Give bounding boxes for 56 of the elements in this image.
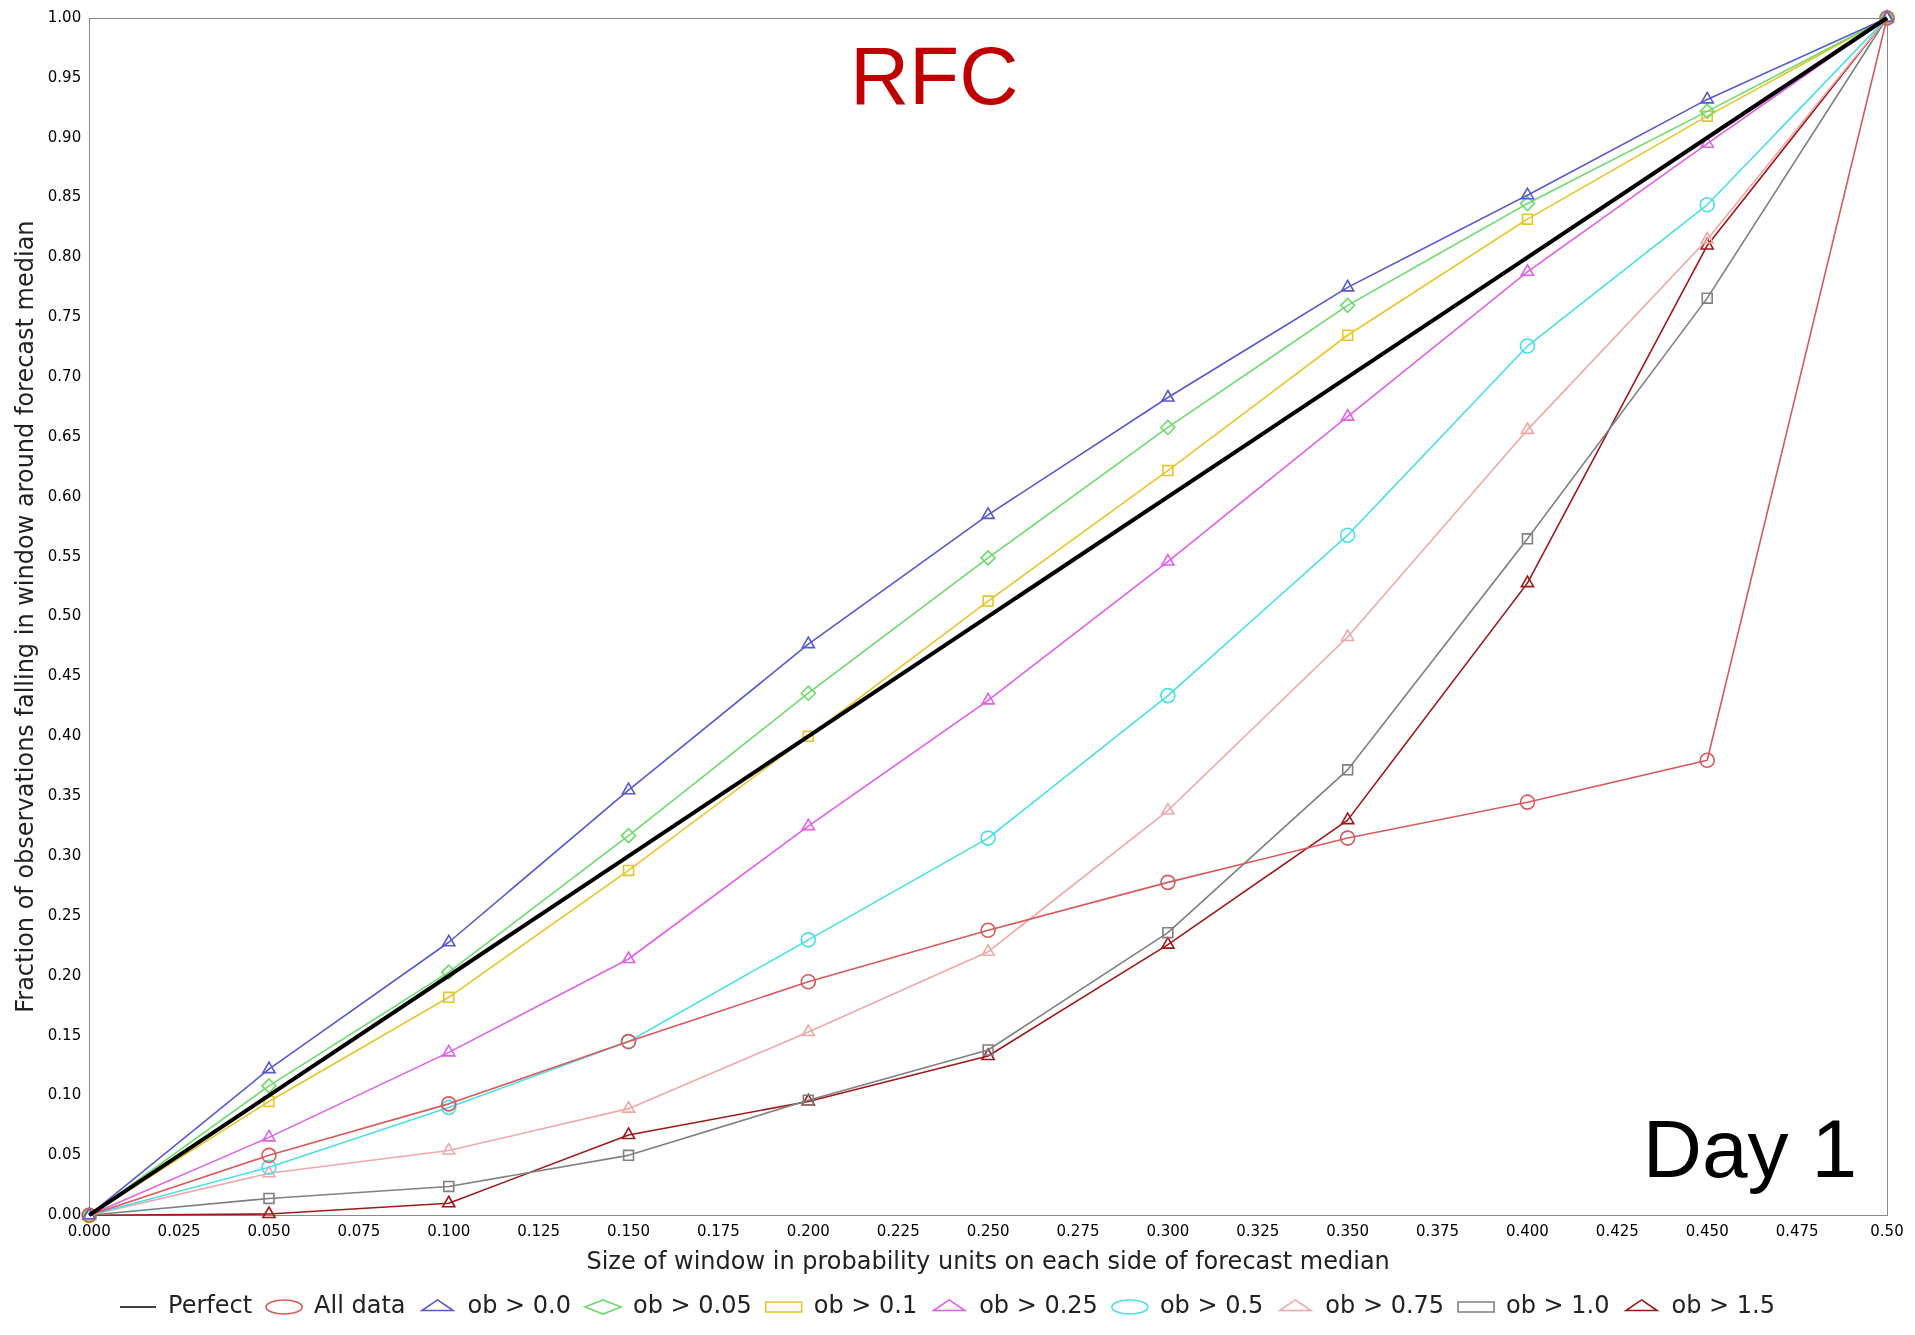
y-tick-label: 0.40 bbox=[47, 726, 82, 745]
y-tick-label: 0.95 bbox=[47, 67, 82, 86]
x-tick-label: 0.400 bbox=[1505, 1222, 1549, 1241]
y-tick-label: 0.20 bbox=[47, 965, 82, 984]
x-tick-label: 0.275 bbox=[1056, 1222, 1100, 1241]
annotation: Day 1 bbox=[1642, 1102, 1857, 1194]
y-tick-label: 0.30 bbox=[47, 845, 82, 864]
x-tick-label: 0.350 bbox=[1326, 1222, 1370, 1241]
y-tick-label: 0.60 bbox=[47, 486, 82, 505]
y-tick-label: 0.00 bbox=[47, 1205, 82, 1224]
x-tick-label: 0.175 bbox=[696, 1222, 740, 1241]
y-tick-label: 0.10 bbox=[47, 1085, 82, 1104]
x-tick-label: 0.425 bbox=[1595, 1222, 1639, 1241]
x-tick-label: 0.375 bbox=[1416, 1222, 1460, 1241]
y-axis-title: Fraction of observations falling in window around forecast median bbox=[10, 220, 39, 1013]
y-tick-label: 0.05 bbox=[47, 1145, 82, 1164]
legend-label: ob > 0.1 bbox=[813, 1291, 918, 1320]
y-tick-label: 0.70 bbox=[47, 367, 82, 386]
x-tick-label: 0.200 bbox=[786, 1222, 830, 1241]
x-tick-label: 0.025 bbox=[157, 1222, 201, 1241]
y-tick-label: 0.50 bbox=[47, 606, 82, 625]
legend-label: ob > 0.05 bbox=[632, 1291, 752, 1320]
y-tick-label: 0.75 bbox=[47, 307, 82, 326]
x-tick-label: 0.300 bbox=[1146, 1222, 1190, 1241]
legend-label: ob > 0.5 bbox=[1159, 1291, 1264, 1320]
legend-label: Perfect bbox=[168, 1291, 253, 1320]
y-tick-label: 0.80 bbox=[47, 247, 82, 266]
x-axis-title: Size of window in probability units on each side of forecast median bbox=[586, 1246, 1390, 1275]
x-tick-label: 0.250 bbox=[966, 1222, 1010, 1241]
y-tick-label: 0.35 bbox=[47, 786, 82, 805]
x-tick-label: 0.225 bbox=[876, 1222, 920, 1241]
y-tick-label: 0.25 bbox=[47, 905, 82, 924]
chart-title: RFC bbox=[849, 29, 1019, 121]
x-tick-label: 0.450 bbox=[1685, 1222, 1729, 1241]
y-tick-label: 0.65 bbox=[47, 426, 82, 445]
y-tick-label: 0.55 bbox=[47, 546, 82, 565]
x-tick-label: 0.125 bbox=[517, 1222, 561, 1241]
legend-label: All data bbox=[314, 1291, 406, 1320]
legend-label: ob > 0.75 bbox=[1325, 1291, 1445, 1320]
x-tick-label: 0.475 bbox=[1775, 1222, 1819, 1241]
legend-label: ob > 0.25 bbox=[979, 1291, 1098, 1320]
x-tick-label: 0.150 bbox=[607, 1222, 651, 1241]
x-tick-label: 0.050 bbox=[247, 1222, 291, 1241]
y-tick-label: 0.45 bbox=[47, 666, 82, 685]
y-tick-label: 1.00 bbox=[47, 7, 82, 26]
x-tick-label: 0.325 bbox=[1236, 1222, 1280, 1241]
x-tick-label: 0.100 bbox=[427, 1222, 471, 1241]
x-tick-label: 0.000 bbox=[67, 1222, 111, 1241]
legend-label: ob > 1.5 bbox=[1671, 1291, 1775, 1320]
y-tick-label: 0.90 bbox=[47, 127, 82, 146]
legend-label: ob > 1.0 bbox=[1506, 1291, 1610, 1320]
legend-label: ob > 0.0 bbox=[467, 1291, 571, 1320]
y-tick-label: 0.85 bbox=[47, 187, 82, 206]
y-tick-label: 0.15 bbox=[47, 1025, 82, 1044]
x-tick-label: 0.50 bbox=[1870, 1222, 1904, 1241]
x-tick-label: 0.075 bbox=[337, 1222, 381, 1241]
